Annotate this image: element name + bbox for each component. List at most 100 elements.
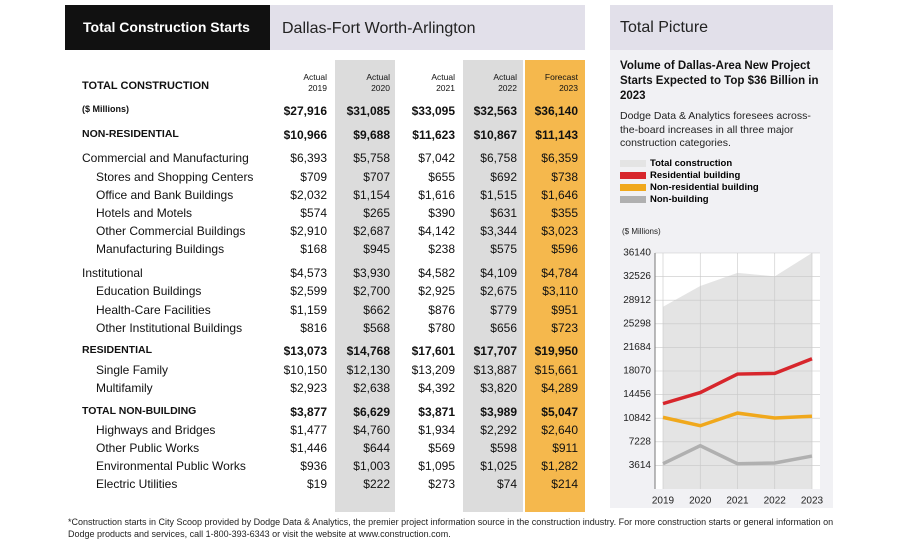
cell: $1,616 [418, 187, 455, 202]
cell: $222 [363, 477, 390, 492]
cell: $656 [490, 320, 517, 335]
cell: $738 [551, 169, 578, 184]
cell: $10,966 [283, 127, 327, 142]
cell: $3,110 [542, 284, 578, 299]
cell: $1,282 [541, 459, 578, 474]
column-shade [335, 60, 395, 512]
cell: $3,989 [480, 404, 517, 419]
column-year: 2022 [498, 83, 517, 93]
cell: $6,758 [480, 151, 517, 166]
chart-title: Volume of Dallas-Area New Project Starts… [620, 60, 819, 102]
cell: $692 [490, 169, 517, 184]
cell: $568 [363, 320, 390, 335]
cell: $265 [363, 206, 390, 220]
y-tick-label: 21684 [623, 342, 651, 353]
row-label: Single Family [96, 362, 169, 377]
column-label: Actual [366, 72, 390, 82]
row-label: Education Buildings [96, 284, 202, 299]
cell: $3,877 [290, 404, 327, 419]
x-tick-label: 2020 [689, 496, 712, 507]
header-band [270, 5, 585, 50]
cell: $2,675 [480, 284, 517, 299]
row-label: Institutional [82, 266, 143, 281]
cell: $1,934 [418, 422, 455, 437]
cell: $4,582 [418, 266, 455, 281]
row-label: Other Public Works [96, 440, 200, 455]
cell: $780 [428, 320, 455, 335]
row-label: Stores and Shopping Centers [96, 169, 254, 184]
cell: $707 [363, 169, 390, 184]
legend-label: Total construction [650, 158, 733, 169]
cell: $598 [490, 440, 517, 455]
cell: $27,916 [283, 104, 327, 118]
cell: $17,601 [411, 344, 455, 359]
x-tick-label: 2021 [726, 496, 749, 507]
cell: $569 [428, 440, 455, 455]
cell: $1,446 [290, 440, 327, 455]
footnote: *Construction starts in City Scoop provi… [68, 517, 834, 539]
panel-title: Total Picture [620, 19, 709, 36]
row-label: NON-RESIDENTIAL [82, 127, 179, 140]
x-tick-label: 2019 [652, 496, 675, 507]
chart-subtitle: Dodge Data & Analytics foresees across-t… [620, 110, 811, 149]
cell: $3,930 [353, 266, 390, 281]
cell: $951 [551, 302, 578, 317]
cell: $17,707 [473, 344, 517, 359]
cell: $1,025 [480, 459, 517, 474]
cell: $662 [363, 302, 390, 317]
column-label: Forecast [544, 72, 578, 82]
column-label: Actual [493, 72, 517, 82]
cell: $4,392 [418, 380, 455, 395]
cell: $911 [552, 440, 578, 455]
cell: $2,910 [290, 224, 327, 239]
legend-item: Residential building [620, 170, 820, 182]
cell: $11,623 [412, 127, 455, 142]
cell: $15,661 [534, 362, 578, 377]
cell: $723 [551, 320, 578, 335]
y-tick-label: 10842 [623, 413, 651, 424]
cell: $644 [363, 440, 390, 455]
row-label: ($ Millions) [82, 104, 129, 114]
cell: $7,042 [418, 151, 455, 166]
cell: $214 [551, 477, 578, 492]
legend-item: Non-residential building [620, 182, 820, 194]
cell: $1,095 [418, 459, 455, 474]
cell: $19 [306, 477, 327, 492]
row-label: Electric Utilities [96, 477, 178, 492]
cell: $6,393 [290, 151, 327, 166]
cell: $390 [428, 206, 455, 220]
legend: Total construction Residential building No… [620, 158, 820, 206]
row-label: Other Commercial Buildings [96, 224, 246, 239]
row-label: Commercial and Manufacturing [82, 151, 249, 166]
chart: ($ Millions) 3614 7228 10842 14456 18070 2168… [622, 227, 824, 507]
region: Dallas-Fort Worth-Arlington [282, 20, 476, 37]
cell: $10,150 [283, 362, 327, 377]
column-label: Actual [303, 72, 327, 82]
cell: $2,923 [290, 380, 327, 395]
cell: $2,640 [541, 422, 578, 437]
y-tick-label: 3614 [629, 460, 652, 471]
cell: $2,032 [290, 187, 327, 202]
cell: $709 [300, 169, 327, 184]
cell: $2,925 [418, 284, 455, 299]
row-label: Office and Bank Buildings [96, 187, 234, 202]
cell: $3,871 [418, 404, 455, 419]
row-label: Other Institutional Buildings [96, 320, 243, 335]
cell: $168 [300, 242, 327, 257]
cell: $33,095 [411, 104, 455, 118]
series-line [662, 443, 813, 466]
legend-label: Non-residential building [650, 182, 759, 193]
cell: $32,563 [473, 104, 517, 118]
cell: $1,515 [480, 187, 517, 202]
row-label: Multifamily [96, 380, 153, 395]
y-tick-label: 36140 [623, 248, 651, 259]
cell: $2,638 [353, 380, 390, 395]
cell: $596 [551, 242, 578, 257]
y-tick-label: 14456 [623, 389, 651, 400]
cell: $631 [490, 206, 517, 220]
column-year: 2023 [559, 83, 578, 93]
legend-item: Non-building [620, 194, 820, 206]
row-label: Environmental Public Works [96, 459, 246, 474]
y-tick-label: 25298 [623, 318, 651, 329]
